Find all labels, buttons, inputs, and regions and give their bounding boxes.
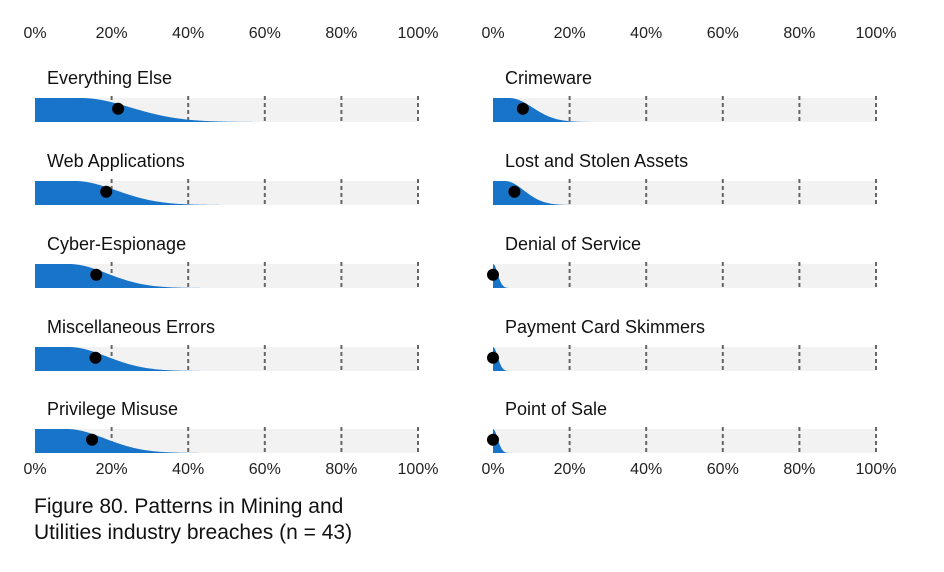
point-miscellaneous-errors [89, 351, 102, 364]
point-lost-and-stolen-assets [508, 185, 521, 198]
band-payment-card-skimmers [493, 347, 876, 371]
density-privilege-misuse [35, 429, 418, 453]
density-everything-else [35, 98, 418, 122]
bottom-tick-label-left-2: 40% [172, 461, 204, 478]
top-tick-label-right-4: 80% [783, 25, 815, 42]
point-payment-card-skimmers [487, 351, 499, 364]
row-label-privilege-misuse: Privilege Misuse [47, 399, 178, 419]
density-crimeware [493, 98, 876, 122]
point-crimeware [516, 102, 529, 115]
density-lost-and-stolen-assets [493, 181, 876, 205]
caption-line-2: Utilities industry breaches (n = 43) [34, 521, 353, 544]
top-tick-label-left-4: 80% [325, 25, 357, 42]
figure-caption: Figure 80. Patterns in Mining and Utilit… [34, 494, 454, 546]
top-tick-label-left-0: 0% [23, 25, 46, 42]
band-point-of-sale [493, 429, 876, 453]
band-crimeware [493, 98, 876, 122]
top-tick-label-left-5: 100% [398, 25, 439, 42]
bottom-tick-label-right-0: 0% [481, 461, 504, 478]
band-denial-of-service [493, 264, 876, 288]
bottom-tick-label-right-3: 60% [707, 461, 739, 478]
bottom-tick-label-right-5: 100% [856, 461, 897, 478]
row-label-everything-else: Everything Else [47, 68, 172, 88]
point-web-applications [100, 185, 113, 198]
row-label-point-of-sale: Point of Sale [505, 399, 607, 419]
top-tick-label-right-2: 40% [630, 25, 662, 42]
bottom-tick-label-left-1: 20% [96, 461, 128, 478]
bottom-tick-label-left-5: 100% [398, 461, 439, 478]
row-label-miscellaneous-errors: Miscellaneous Errors [47, 317, 215, 337]
point-privilege-misuse [86, 433, 99, 446]
caption-line-1: Figure 80. Patterns in Mining and [34, 495, 344, 518]
point-everything-else [112, 102, 125, 115]
top-tick-label-right-1: 20% [554, 25, 586, 42]
band-lost-and-stolen-assets [493, 181, 876, 205]
top-tick-label-right-0: 0% [481, 25, 504, 42]
bottom-tick-label-left-4: 80% [325, 461, 357, 478]
row-label-crimeware: Crimeware [505, 68, 592, 88]
density-miscellaneous-errors [35, 347, 418, 371]
bottom-tick-label-right-2: 40% [630, 461, 662, 478]
row-label-web-applications: Web Applications [47, 151, 185, 171]
density-web-applications [35, 181, 418, 205]
row-label-cyber-espionage: Cyber-Espionage [47, 234, 186, 254]
top-tick-label-left-2: 40% [172, 25, 204, 42]
density-cyber-espionage [35, 264, 418, 288]
top-tick-label-right-5: 100% [856, 25, 897, 42]
bottom-tick-label-left-3: 60% [249, 461, 281, 478]
top-tick-label-left-3: 60% [249, 25, 281, 42]
point-cyber-espionage [90, 268, 103, 281]
row-label-lost-and-stolen-assets: Lost and Stolen Assets [505, 151, 688, 171]
row-label-payment-card-skimmers: Payment Card Skimmers [505, 317, 705, 337]
bottom-tick-label-left-0: 0% [23, 461, 46, 478]
point-denial-of-service [487, 268, 499, 281]
bottom-tick-label-right-1: 20% [554, 461, 586, 478]
row-label-denial-of-service: Denial of Service [505, 234, 641, 254]
top-tick-label-right-3: 60% [707, 25, 739, 42]
bottom-tick-label-right-4: 80% [783, 461, 815, 478]
top-tick-label-left-1: 20% [96, 25, 128, 42]
point-point-of-sale [487, 433, 499, 446]
